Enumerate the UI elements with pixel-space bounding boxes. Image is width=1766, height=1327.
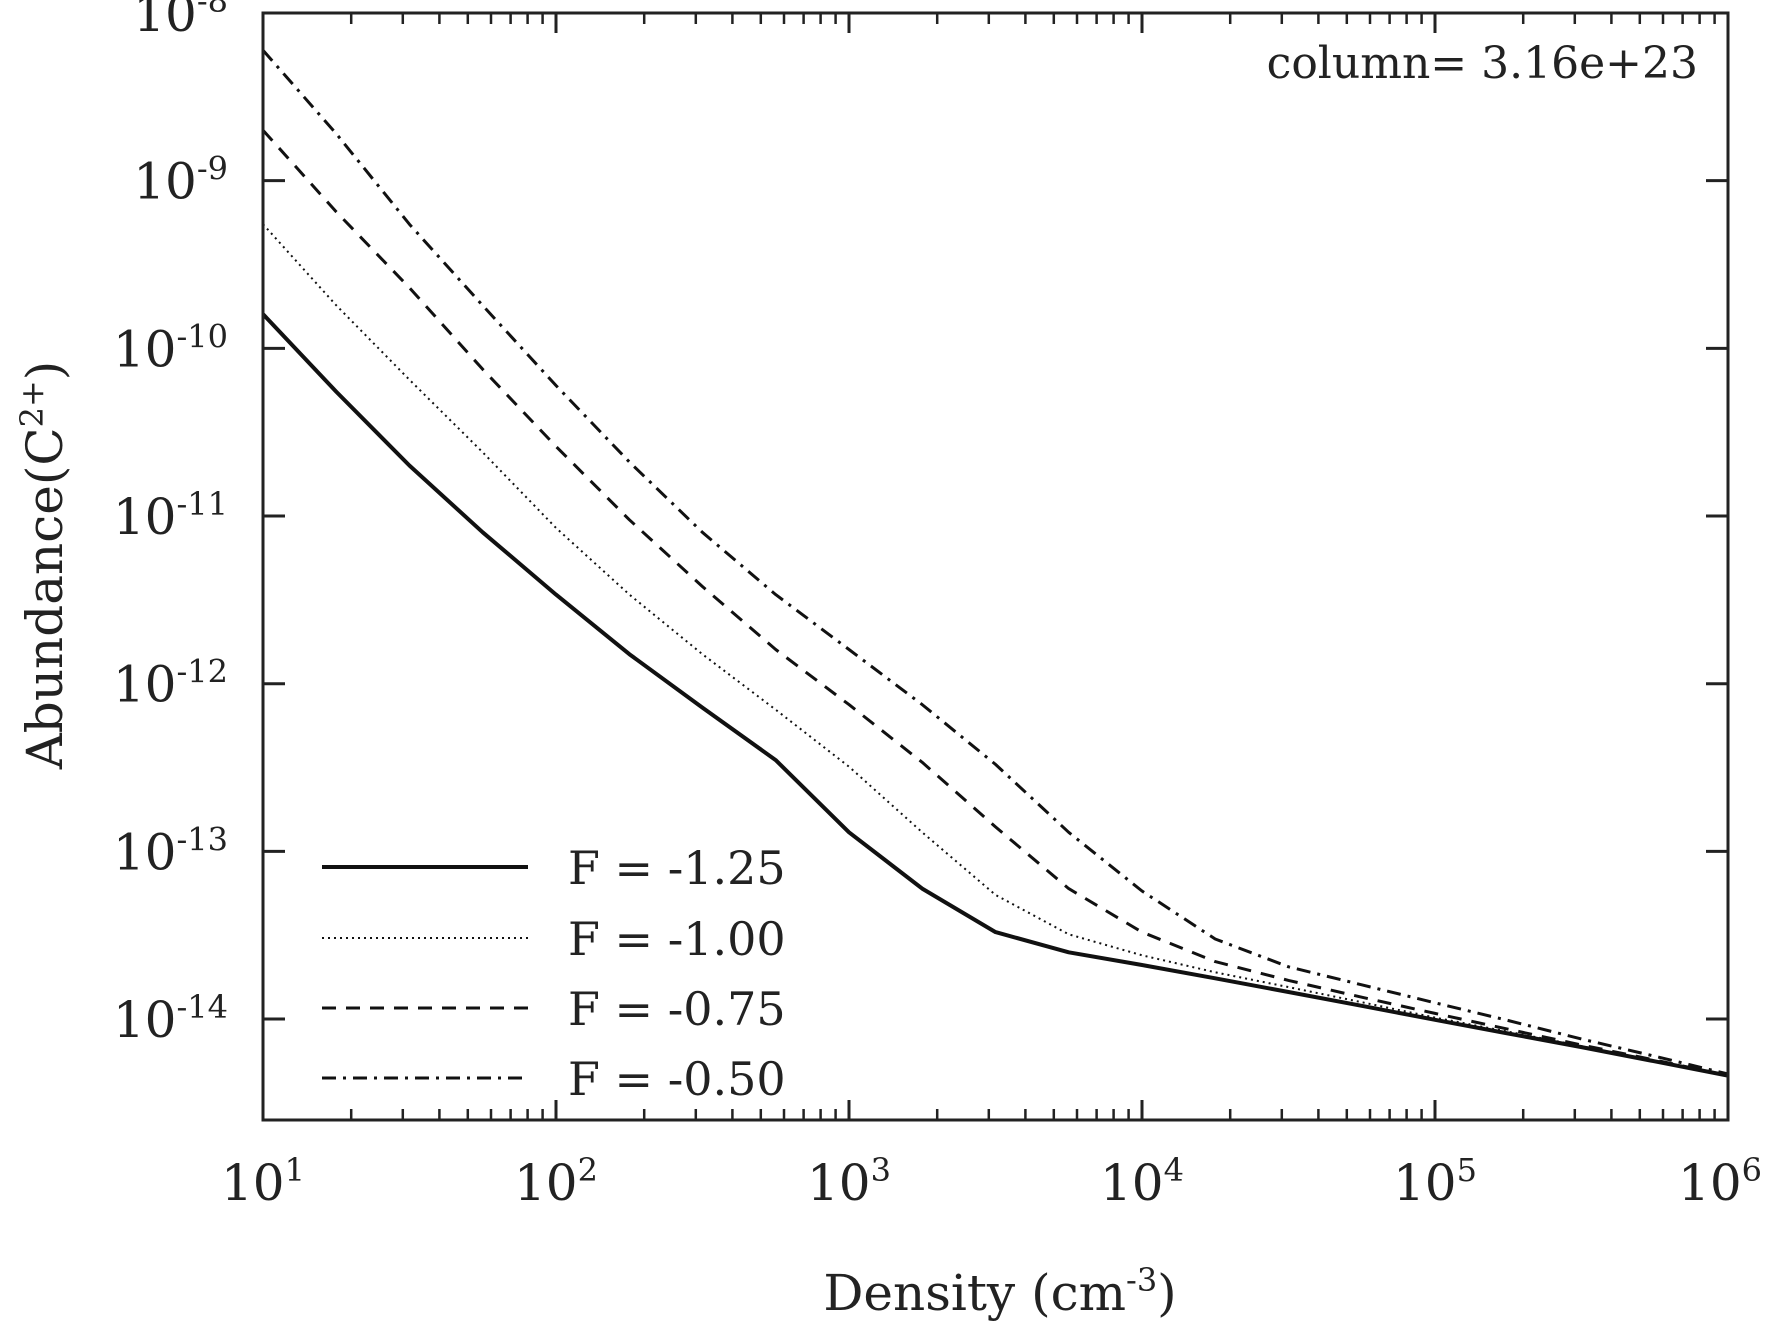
y-tick-exp: -10 [176,317,228,355]
y-tick-exp: -8 [197,0,228,20]
y-tick-label: 10-12 [113,653,228,714]
y-tick-label: 10-10 [113,317,228,378]
x-tick-label: 102 [514,1151,598,1212]
y-tick-base: 10 [133,153,197,211]
x-tick-base: 10 [221,1154,285,1212]
x-axis-title-end: ) [1157,1264,1177,1322]
y-axis-title-end: ) [16,361,74,381]
plot-frame [261,11,1730,1122]
x-tick-label: 104 [1100,1151,1184,1212]
y-tick-exp: -11 [176,485,228,523]
tick-labels: 101 102 103 104 105 10610-810-910-1010-1110-1… [113,0,1762,1212]
legend-label-2: F = -1.00 [568,912,786,966]
x-tick-base: 10 [1678,1154,1742,1212]
x-tick-label: 103 [807,1151,891,1212]
series-layer [261,49,1729,1078]
x-tick-base: 10 [514,1154,578,1212]
y-axis-title-sup: 2+ [13,380,51,427]
series-line-3 [261,129,1729,1078]
x-tick-label: 101 [221,1151,305,1212]
y-tick-base: 10 [113,991,177,1049]
y-tick-base: 10 [113,320,177,378]
legend-label-1: F = -1.25 [568,841,786,895]
y-tick-exp: -13 [176,820,228,858]
legend-label-3: F = -0.75 [568,982,786,1036]
y-tick-label: 10-9 [133,150,228,211]
series-line-1 [261,312,1729,1078]
y-tick-label: 10-8 [133,0,228,43]
y-tick-base: 10 [133,0,197,43]
annotation-column: column= 3.16e+23 [1267,38,1698,89]
y-axis-title-main: Abundance(C [16,427,74,770]
y-tick-base: 10 [113,656,177,714]
x-tick-label: 106 [1678,1151,1762,1212]
x-tick-exp: 1 [285,1151,305,1189]
x-tick-base: 10 [807,1154,871,1212]
y-tick-base: 10 [113,823,177,881]
x-tick-base: 10 [1393,1154,1457,1212]
y-tick-label: 10-13 [113,820,228,881]
legend-label-4: F = -0.50 [568,1052,786,1106]
x-tick-label: 105 [1393,1151,1477,1212]
legend: F = -1.25 F = -1.00 F = -0.75 F = -0.50 [322,841,786,1106]
y-tick-exp: -12 [176,653,228,691]
y-tick-exp: -9 [197,150,228,188]
y-axis-title: Abundance(C2+) [13,361,74,771]
x-axis-title: Density (cm-3) [823,1261,1176,1322]
x-tick-exp: 5 [1457,1151,1477,1189]
series-line-4 [261,49,1729,1076]
x-axis-title-sup: -3 [1126,1261,1157,1299]
x-tick-base: 10 [1100,1154,1164,1212]
x-tick-exp: 3 [871,1151,891,1189]
x-tick-exp: 2 [578,1151,598,1189]
y-tick-label: 10-11 [113,485,228,546]
y-tick-base: 10 [113,488,177,546]
y-tick-exp: -14 [176,988,228,1026]
x-tick-exp: 6 [1742,1151,1762,1189]
x-axis-title-main: Density (cm [823,1264,1126,1322]
x-tick-exp: 4 [1164,1151,1184,1189]
y-tick-label: 10-14 [113,988,228,1049]
